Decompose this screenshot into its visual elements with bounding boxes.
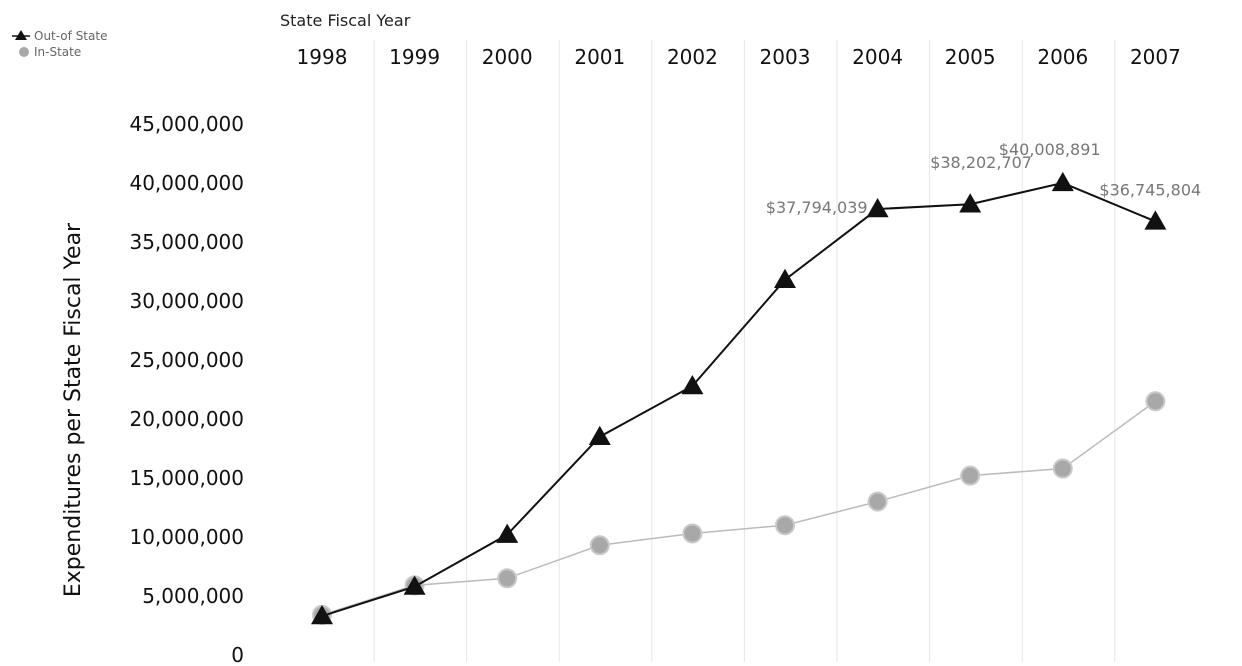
x-axis-title: State Fiscal Year xyxy=(280,11,411,30)
data-point-in-state xyxy=(867,491,888,512)
y-tick-label: 45,000,000 xyxy=(129,112,244,136)
y-axis-title: Expenditures per State Fiscal Year xyxy=(61,222,86,597)
data-label: $40,008,891 xyxy=(999,140,1101,159)
data-point-in-state xyxy=(589,535,610,556)
data-point-out-of-state xyxy=(403,575,426,595)
y-tick-label: 40,000,000 xyxy=(129,171,244,195)
x-tick-label: 1999 xyxy=(389,45,440,69)
data-point-in-state xyxy=(1052,458,1073,479)
data-label: $36,745,804 xyxy=(1099,180,1201,199)
y-tick-label: 5,000,000 xyxy=(142,584,244,608)
y-tick-label: 20,000,000 xyxy=(129,407,244,431)
data-point-out-of-state xyxy=(1051,171,1074,192)
data-label: $37,794,039 xyxy=(766,198,868,217)
data-point-out-of-state xyxy=(681,374,704,395)
data-point-in-state xyxy=(497,568,518,589)
y-tick-label: 25,000,000 xyxy=(129,348,244,372)
data-point-out-of-state xyxy=(1144,210,1167,230)
data-point-in-state xyxy=(682,523,703,544)
series-layer xyxy=(311,171,1167,625)
series-line-in-state xyxy=(321,400,1156,616)
data-point-in-state xyxy=(775,515,795,536)
legend: Out-of State In-State xyxy=(12,29,107,59)
x-tick-label: 2004 xyxy=(852,45,903,69)
legend-label: Out-of State xyxy=(34,29,107,43)
x-tick-label: 2001 xyxy=(574,45,625,69)
y-tick-label: 10,000,000 xyxy=(129,525,244,549)
data-point-out-of-state xyxy=(866,198,889,218)
x-tick-label: 2006 xyxy=(1037,45,1088,69)
grid-layer xyxy=(373,40,1116,662)
x-tick-label: 2003 xyxy=(760,45,811,69)
y-tick-label: 35,000,000 xyxy=(129,230,244,254)
x-tick-label: 1998 xyxy=(297,45,348,69)
data-point-out-of-state xyxy=(588,425,611,445)
data-point-in-state xyxy=(1145,391,1166,412)
data-point-out-of-state xyxy=(496,523,519,543)
data-point-out-of-state xyxy=(311,605,333,625)
label-layer: $37,794,039 $38,202,707$40,008,891 $36,745… xyxy=(766,140,1201,217)
legend-marker-out-of-state xyxy=(15,30,27,40)
data-point-in-state xyxy=(960,465,981,486)
x-tick-label: 2000 xyxy=(482,45,533,69)
y-tick-label: 30,000,000 xyxy=(129,289,244,313)
legend-label: In-State xyxy=(34,45,81,59)
data-label: $38,202,707 xyxy=(930,153,1032,172)
y-tick-label: 15,000,000 xyxy=(129,466,244,490)
x-tick-label: 2002 xyxy=(667,45,718,69)
data-point-out-of-state xyxy=(774,268,796,289)
series-line-out-of-state xyxy=(321,181,1156,618)
y-tick-label: 0 xyxy=(231,643,244,666)
axis-layer: 1998 1999 2000 2001 2002 2003 2004 2005 2006 2007… xyxy=(129,45,1180,666)
legend-marker-in-state xyxy=(19,47,29,57)
x-tick-label: 2007 xyxy=(1130,45,1181,69)
x-tick-label: 2005 xyxy=(945,45,996,69)
data-point-out-of-state xyxy=(959,193,982,213)
